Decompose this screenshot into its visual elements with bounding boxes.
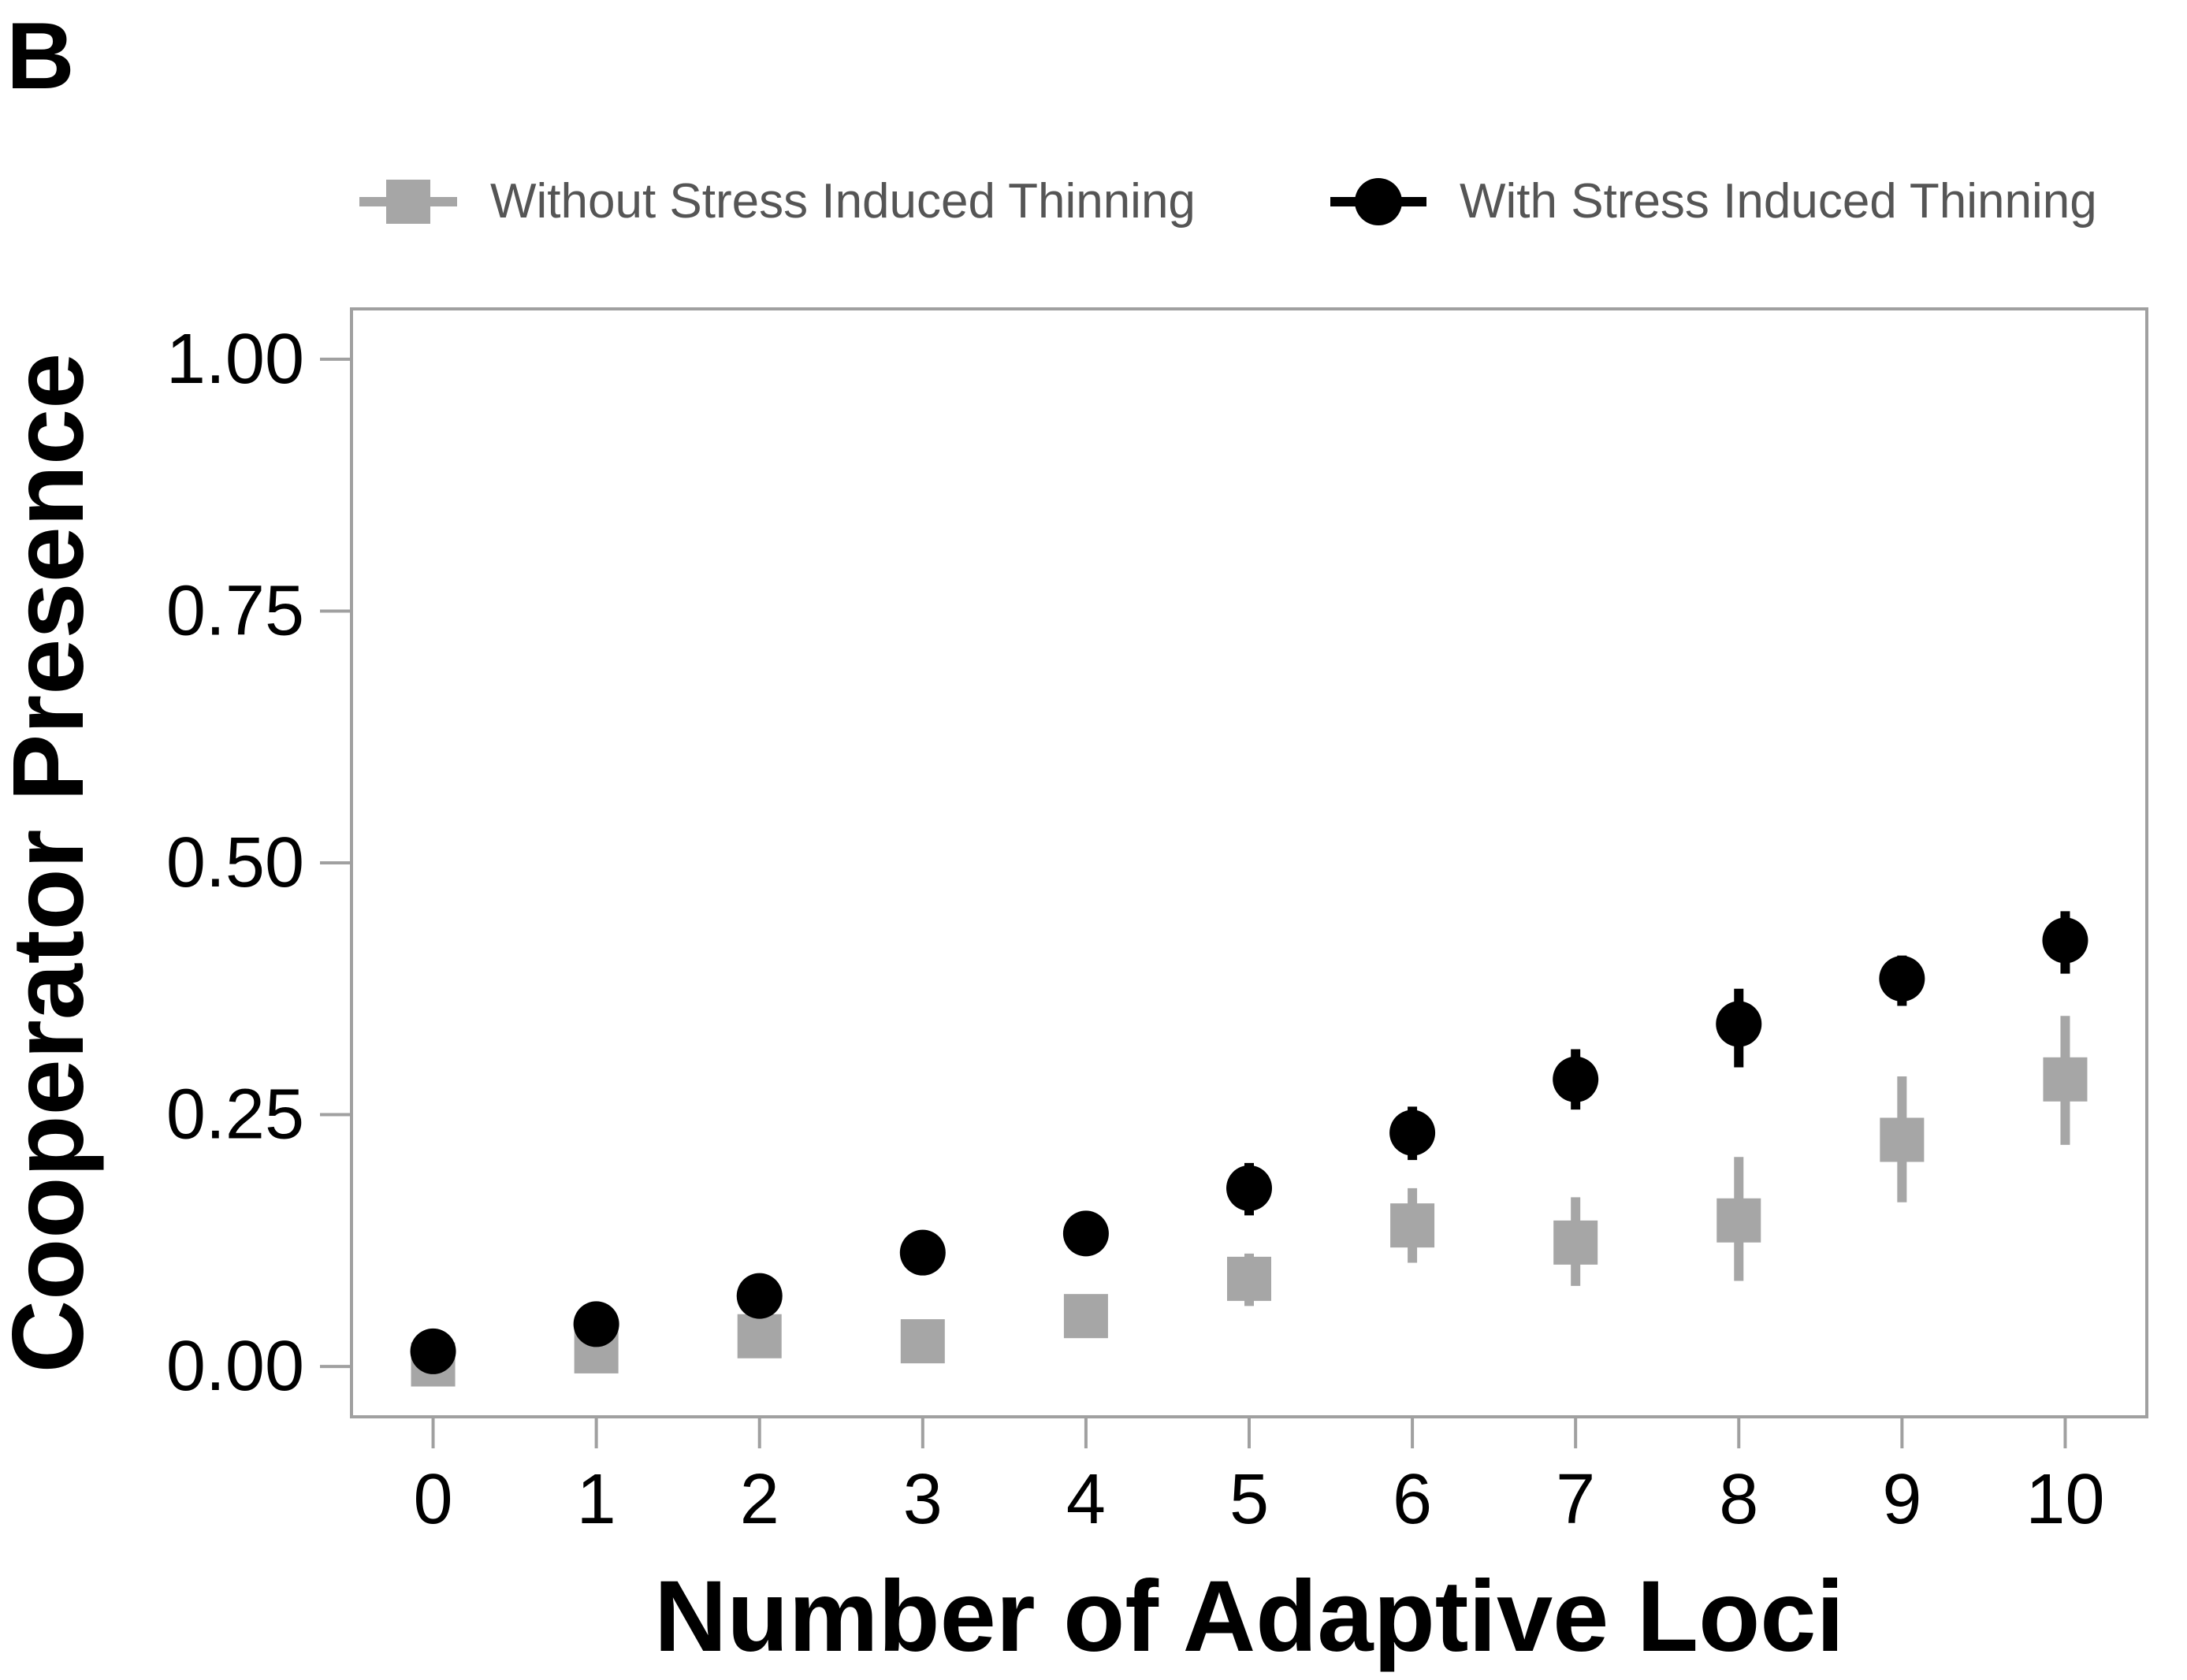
plot-panel: [350, 307, 2148, 1418]
x-tick-label: 5: [1229, 1460, 1269, 1539]
x-tick-label: 10: [2025, 1460, 2104, 1539]
legend-item-with-thinning: With Stress Induced Thinning: [1330, 174, 2097, 229]
data-point-square: [1390, 1203, 1435, 1248]
x-axis-label: Number of Adaptive Loci: [654, 1560, 1844, 1673]
legend-label-without: Without Stress Induced Thinning: [490, 174, 1196, 229]
x-tick-label: 9: [1882, 1460, 1921, 1539]
y-tick-label: 0.75: [166, 571, 304, 650]
data-point-square: [1880, 1117, 1925, 1162]
data-point-circle: [1553, 1056, 1599, 1102]
data-point-square: [1063, 1294, 1108, 1339]
x-axis: 0 1 2 3 4 5 6 7 8 9 10: [414, 1417, 2105, 1539]
data-point-square: [900, 1319, 945, 1364]
data-point-circle: [1389, 1109, 1436, 1156]
x-tick-label: 3: [903, 1460, 943, 1539]
data-point-circle: [1226, 1165, 1272, 1211]
x-tick-label: 7: [1556, 1460, 1595, 1539]
y-tick-label: 0.25: [166, 1076, 304, 1154]
x-tick-label: 4: [1066, 1460, 1106, 1539]
legend-swatch-circle-icon: [1355, 178, 1402, 225]
series-with-thinning: [410, 911, 2088, 1374]
data-point-circle: [1879, 955, 1925, 1002]
data-point-circle: [899, 1229, 946, 1276]
data-point-circle: [2042, 917, 2088, 964]
data-point-circle: [736, 1273, 783, 1319]
panel-label: B: [6, 3, 75, 109]
x-tick-label: 8: [1719, 1460, 1758, 1539]
legend-swatch-square-icon: [386, 180, 430, 224]
data-point-square: [737, 1314, 782, 1358]
legend: Without Stress Induced Thinning With Str…: [359, 174, 2097, 229]
data-point-square: [1716, 1198, 1761, 1243]
y-axis-label: Cooperator Presence: [0, 353, 105, 1373]
data-point-circle: [573, 1301, 619, 1347]
x-tick-label: 1: [577, 1460, 616, 1539]
data-point-circle: [1062, 1210, 1109, 1257]
data-point-circle: [1716, 1001, 1762, 1047]
data-point-square: [1553, 1220, 1598, 1265]
x-tick-label: 2: [740, 1460, 779, 1539]
x-tick-label: 0: [414, 1460, 453, 1539]
legend-item-without-thinning: Without Stress Induced Thinning: [359, 174, 1196, 229]
y-tick-label: 0.00: [166, 1327, 304, 1406]
legend-label-with: With Stress Induced Thinning: [1460, 174, 2097, 229]
data-point-square: [1227, 1256, 1271, 1301]
y-tick-label: 0.50: [166, 823, 304, 902]
y-axis: 0.00 0.25 0.50 0.75 1.00: [166, 320, 351, 1406]
series-without-thinning: [411, 1016, 2088, 1387]
y-tick-label: 1.00: [166, 320, 304, 399]
data-point-square: [2043, 1057, 2088, 1102]
data-point-circle: [410, 1328, 456, 1374]
x-tick-label: 6: [1393, 1460, 1432, 1539]
series-layer: [410, 911, 2088, 1387]
